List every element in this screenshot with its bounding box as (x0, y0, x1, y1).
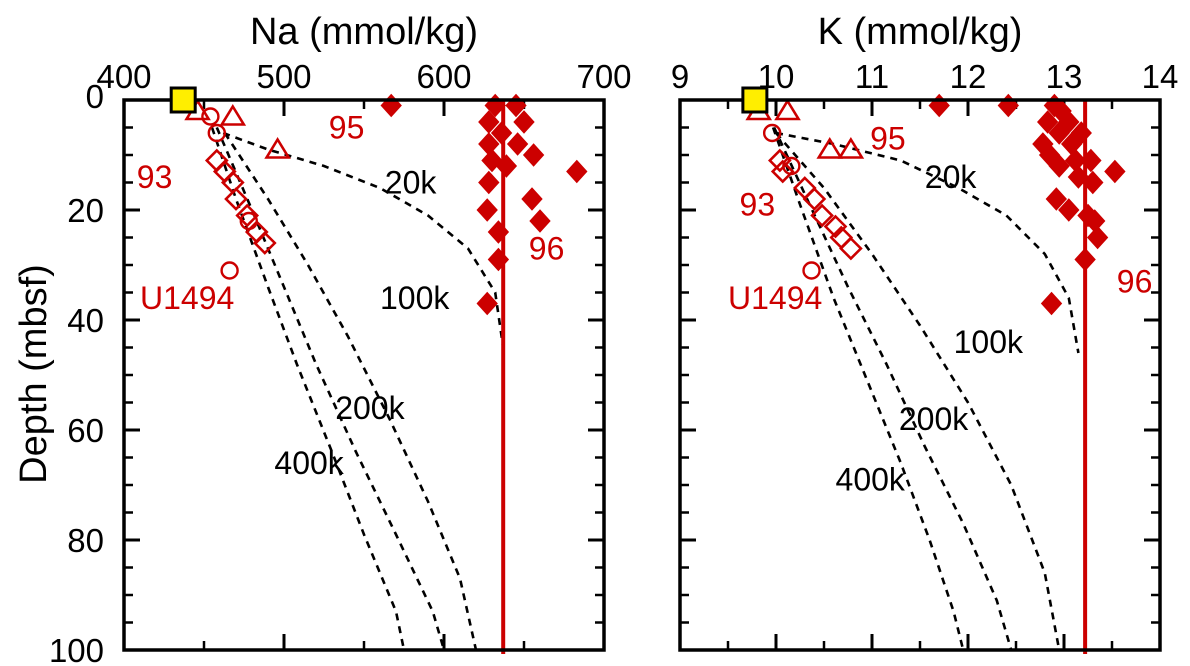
panel-1-point-96 (1048, 121, 1070, 145)
panel-1-point-93 (802, 187, 827, 211)
panel-1-point-96 (928, 93, 950, 118)
panel-1-x-tick-label-14: 14 (1142, 58, 1179, 95)
panel-0-point-96 (566, 159, 588, 184)
panel-1-point-93 (768, 148, 792, 173)
panel-1-point-96 (1037, 110, 1059, 134)
panel-0-annotation-93: 93 (137, 159, 173, 195)
panel-0-point-93 (235, 203, 260, 228)
panel-1-point-96 (1104, 159, 1126, 184)
panel-0-y-tick-label-60: 60 (67, 412, 104, 449)
panel-1-x-tick-label-11: 11 (855, 58, 889, 95)
panel-1-point-96 (1058, 198, 1080, 222)
panel-1-annotation-20k: 20k (925, 159, 978, 195)
panel-0-point-96 (513, 110, 535, 134)
panel-1-point-96 (1074, 247, 1096, 272)
panel-0-model-curve-400k (210, 127, 406, 651)
panel-0-y-tick-label-100: 100 (49, 632, 104, 666)
panel-1-point-96 (1045, 187, 1067, 211)
panel-0-point-96 (476, 198, 498, 222)
panel-0-point-96 (529, 209, 551, 233)
panel-0-y-tick-label-80: 80 (67, 522, 104, 559)
panel-1-point-95 (837, 137, 865, 159)
panel-0-x-tick-label-700: 700 (576, 58, 631, 95)
panel-1-annotation-400k: 400k (836, 462, 906, 498)
panel-0-model-curve-200k (215, 126, 446, 651)
panel-1-point-96 (1086, 225, 1109, 250)
panel-0-point-96 (487, 220, 510, 244)
panel-1-point-96 (1040, 291, 1063, 316)
panel-0-annotation-96: 96 (529, 231, 565, 267)
panel-0-x-tick-label-500: 500 (256, 58, 311, 95)
panel-0-point-96 (476, 291, 498, 316)
panel-0-y-tick-label-0: 0 (86, 78, 104, 115)
panel-1-point-u1494 (802, 261, 821, 280)
panel-0-model-curve-100k (223, 132, 478, 651)
panel-1-x-axis-title: K (mmol/kg) (818, 11, 1023, 53)
panel-0-annotation-200k: 200k (335, 390, 405, 426)
panel-0-point-96 (487, 247, 510, 272)
panel-1-x-tick-label-12: 12 (950, 58, 987, 95)
panel-1-annotation-93: 93 (740, 187, 776, 223)
panel-1-point-95 (816, 137, 844, 159)
panel-1-model-curve-200k (772, 126, 1013, 651)
panel-0-annotation-u1494: U1494 (140, 280, 234, 316)
y-axis-title: Depth (mbsf) (13, 264, 55, 484)
panel-0-point-96 (521, 187, 543, 211)
panel-0-point-96 (522, 143, 545, 167)
panel-1-point-u1494 (762, 123, 782, 143)
panel-0-annotation-100k: 100k (380, 280, 450, 316)
panel-0-x-tick-label-400: 400 (96, 58, 151, 95)
panel-0-x-tick-label-600: 600 (416, 58, 471, 95)
panel-0-point-93 (224, 187, 248, 211)
panel-0-point-u1494 (201, 107, 220, 126)
panel-1-point-93 (823, 214, 848, 239)
panel-1-annotation-u1494: U1494 (728, 280, 822, 316)
panel-0-point-95 (264, 137, 291, 159)
panel-0-point-93 (204, 148, 229, 173)
panel-1-seawater-marker (741, 86, 769, 114)
panel-0-annotation-20k: 20k (385, 165, 438, 201)
panel-1-x-tick-label-9: 9 (671, 58, 689, 95)
panel-na: 400 500 600 700 0 20 40 60 80 100 Na (mmol/kg) 93 95… (49, 11, 632, 666)
panel-0-point-96 (380, 93, 402, 118)
panel-0-point-u1494 (239, 211, 259, 231)
panel-1-annotation-100k: 100k (954, 324, 1024, 360)
panel-1-annotation-95: 95 (870, 121, 906, 157)
panel-1-point-96 (1048, 154, 1070, 178)
panel-1-point-u1494 (782, 156, 801, 176)
panel-1-point-96 (997, 93, 1019, 118)
panel-0-point-96 (490, 121, 513, 145)
panel-0-point-96 (478, 170, 500, 195)
panel-1-point-93 (839, 236, 863, 261)
panel-0-point-96 (495, 154, 518, 178)
panel-1-plot-frame (678, 98, 1162, 652)
panel-1-point-96 (1082, 170, 1104, 195)
panel-1-model-curve-20k (775, 131, 1080, 354)
panel-1-x-tick-label-13: 13 (1046, 58, 1083, 95)
panel-1-point-96 (1080, 148, 1102, 173)
panel-1-point-93 (770, 159, 795, 184)
panel-0-annotation-400k: 400k (274, 445, 344, 481)
panel-0-point-95 (219, 104, 247, 126)
panel-0-seawater-marker (169, 86, 197, 114)
panel-0-point-u1494 (220, 261, 239, 280)
panel-1-annotation-96: 96 (1117, 264, 1153, 300)
panel-1-annotation-200k: 200k (899, 401, 969, 437)
panel-1-model-curve-400k (771, 127, 965, 651)
panel-0-point-u1494 (207, 123, 227, 143)
panel-1-point-93 (810, 203, 834, 228)
panel-0-x-axis-title: Na (mmol/kg) (250, 11, 478, 53)
panel-0-model-curve-20k (222, 131, 505, 348)
panel-0-y-tick-label-20: 20 (67, 192, 104, 229)
panel-1-point-95 (774, 98, 801, 121)
panel-0-plot-frame (122, 98, 606, 652)
panel-0-annotation-95: 95 (329, 110, 365, 146)
panel-0-point-93 (252, 231, 277, 255)
panel-0-y-tick-label-40: 40 (67, 302, 104, 339)
panel-1-model-curve-100k (775, 132, 1061, 651)
panel-0-point-96 (506, 132, 529, 156)
